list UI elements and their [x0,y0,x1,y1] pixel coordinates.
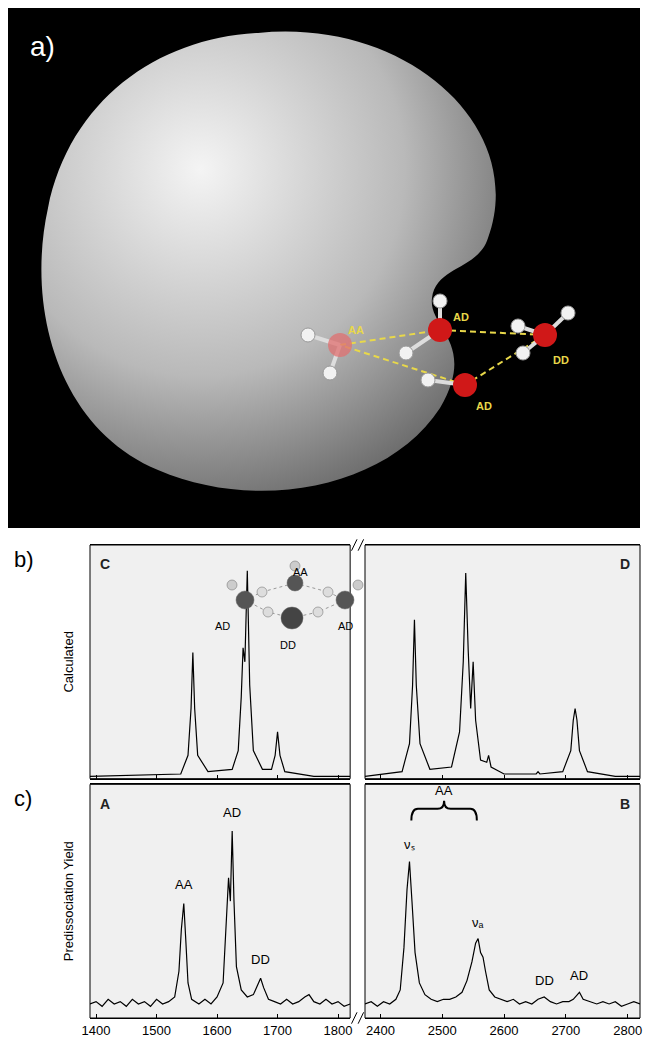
svg-text:2400: 2400 [366,1023,395,1038]
svg-text:1800: 1800 [324,1023,353,1038]
svg-text:c): c) [14,786,32,811]
svg-text:Calculated: Calculated [61,631,76,692]
svg-text:A: A [100,796,110,812]
svg-text:2500: 2500 [428,1023,457,1038]
svg-text:AA: AA [435,783,453,798]
svg-text:AA: AA [348,324,364,336]
svg-text:AD: AD [570,968,588,983]
svg-text:AD: AD [215,620,230,632]
svg-text:1500: 1500 [142,1023,171,1038]
svg-text:1700: 1700 [263,1023,292,1038]
svg-text:AD: AD [338,620,353,632]
svg-text:Predissociation Yield: Predissociation Yield [61,841,76,961]
svg-text:DD: DD [535,973,554,988]
svg-text:DD: DD [251,952,270,967]
svg-text:AA: AA [175,877,193,892]
svg-text:1400: 1400 [82,1023,111,1038]
svg-text:2800: 2800 [613,1023,642,1038]
svg-text:AD: AD [453,311,469,323]
svg-text:C: C [100,556,110,572]
svg-text:AD: AD [476,400,492,412]
svg-text:DD: DD [280,639,296,651]
svg-text:B: B [620,796,630,812]
svg-text:D: D [620,556,630,572]
svg-text:a): a) [30,31,55,62]
svg-text:νₐ: νₐ [472,915,484,930]
svg-text:b): b) [14,547,34,572]
svg-text:2600: 2600 [490,1023,519,1038]
svg-text:2700: 2700 [551,1023,580,1038]
svg-text:DD: DD [553,354,569,366]
svg-text:AD: AD [223,805,241,820]
svg-text:1600: 1600 [203,1023,232,1038]
svg-text:AA: AA [293,566,308,578]
svg-text:νₛ: νₛ [404,837,415,852]
